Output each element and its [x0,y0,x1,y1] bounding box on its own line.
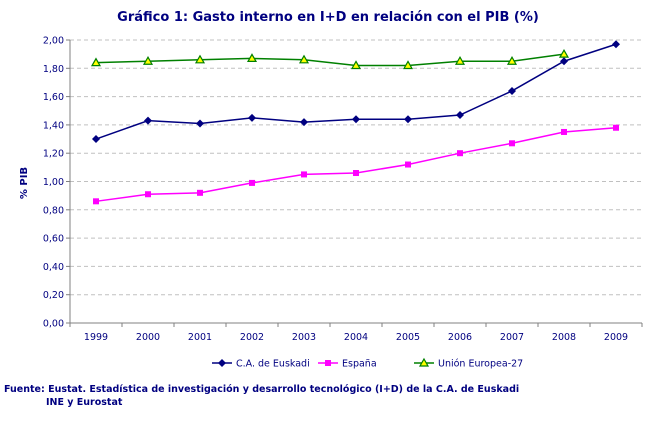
data-point [457,150,463,157]
y-axis-label: % PIB [19,167,30,199]
data-point [612,40,620,49]
x-tick-label: 2005 [396,332,420,343]
data-point [248,113,256,122]
x-tick-label: 2006 [448,332,472,343]
series-line [95,126,617,203]
y-tick-label: 0,00 [43,319,64,330]
y-tick-label: 1,00 [43,177,64,188]
y-tick-label: 0,20 [43,290,64,301]
data-point [352,115,360,124]
data-point [506,56,518,65]
data-point [249,179,255,186]
data-point [145,191,151,198]
data-point [418,357,430,367]
data-point [301,171,307,178]
y-tick-label: 0,40 [43,262,64,273]
data-point [300,118,308,127]
y-tick-label: 1,40 [43,120,64,131]
x-tick-label: 2007 [500,332,524,343]
y-tick-label: 0,60 [43,234,64,245]
legend-label: España [342,359,377,370]
data-point [325,360,331,366]
y-tick-label: 1,60 [43,92,64,103]
series-line [95,43,617,140]
legend-label: Unión Europea-27 [438,359,523,370]
series-line [95,53,565,67]
data-point [194,54,206,64]
y-tick-label: 1,80 [43,64,64,75]
x-tick-label: 1999 [84,332,108,343]
source-note: Fuente: Eustat. Estadística de investiga… [4,383,519,409]
x-tick-label: 2001 [188,332,212,343]
chart-title: Gráfico 1: Gasto interno en I+D en relac… [117,10,539,25]
data-point [402,60,414,70]
source-line-2: INE y Eurostat [46,397,123,408]
data-point [353,170,359,177]
data-point [90,57,102,67]
data-point [508,86,516,95]
data-point [560,57,568,66]
data-point [350,60,362,70]
legend-label: C.A. de Euskadi [236,359,310,370]
data-point [92,135,100,144]
data-point [218,359,226,367]
line-chart: Gráfico 1: Gasto interno en I+D en relac… [19,10,643,370]
data-point [454,56,466,65]
x-tick-label: 2000 [136,332,160,343]
x-tick-label: 2002 [240,332,264,343]
data-point [197,189,203,196]
x-tick-label: 2004 [344,332,368,343]
x-tick-label: 2008 [552,332,576,343]
data-point [246,53,258,62]
data-point [456,110,464,119]
data-point [93,198,99,205]
data-point [405,161,411,168]
y-tick-label: 0,80 [43,205,64,216]
x-tick-label: 2009 [604,332,628,343]
data-point [196,119,204,128]
data-point [561,128,567,135]
data-point [613,124,619,131]
data-point [509,140,515,147]
data-point [558,48,570,58]
y-tick-label: 1,20 [43,149,64,160]
data-point [404,115,412,124]
source-line-1: Fuente: Eustat. Estadística de investiga… [4,384,520,395]
data-point [298,54,310,64]
y-tick-label: 2,00 [43,36,64,47]
data-point [142,56,154,65]
data-point [144,116,152,125]
x-tick-label: 2003 [292,332,316,343]
